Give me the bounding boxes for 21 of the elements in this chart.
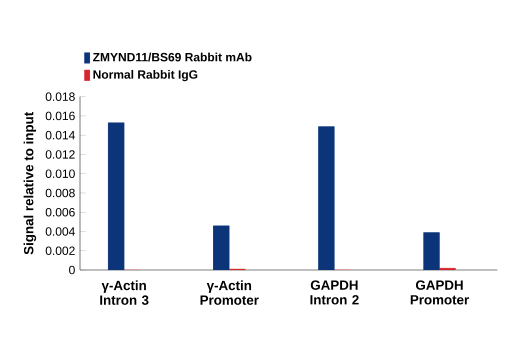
y-axis-title: Signal relative to input bbox=[24, 112, 36, 254]
legend-label: Normal Rabbit IgG bbox=[93, 70, 198, 82]
x-tick-label: γ-Actin Intron 3 bbox=[100, 280, 148, 305]
y-tick-label: 0.018 bbox=[46, 92, 75, 101]
x-tick-label: GAPDH Promoter bbox=[410, 280, 469, 305]
y-tick-label: 0.002 bbox=[46, 246, 75, 255]
y-tick-label: 0.006 bbox=[46, 208, 75, 216]
x-tick-label: γ-Actin Promoter bbox=[200, 280, 259, 305]
bar bbox=[108, 122, 124, 270]
y-tick-label: 0.016 bbox=[46, 112, 75, 120]
bar bbox=[318, 126, 335, 270]
y-tick-label: 0.010 bbox=[46, 169, 75, 178]
y-tick-label: 0.014 bbox=[46, 130, 75, 140]
y-tick-label: 0.008 bbox=[46, 188, 75, 198]
y-tick-label: 0.004 bbox=[46, 227, 75, 236]
legend-label: ZMYND11/BS69 Rabbit mAb bbox=[93, 52, 252, 62]
x-tick-label: GAPDH Intron 2 bbox=[310, 280, 359, 305]
bar bbox=[423, 232, 440, 270]
y-tick-label: 0.012 bbox=[46, 150, 75, 159]
bar bbox=[213, 226, 230, 270]
y-tick-label: 0 bbox=[69, 266, 75, 274]
